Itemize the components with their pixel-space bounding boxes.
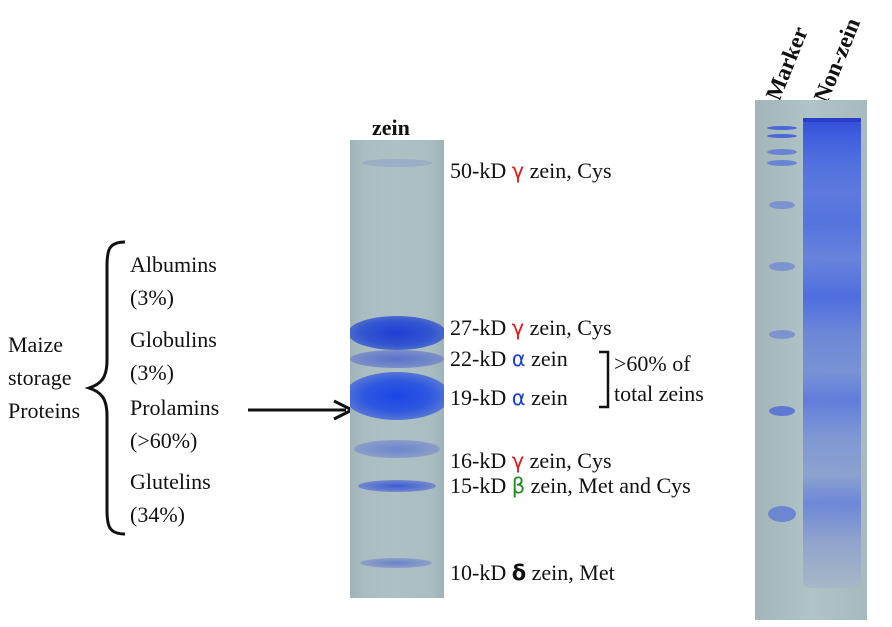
classification-title-line: Proteins — [8, 398, 81, 423]
band-label-22kd: 22-kD α zein — [450, 346, 568, 372]
band-size: 50-kD — [450, 158, 507, 183]
gamma-symbol: γ — [511, 316, 525, 340]
gel-band — [360, 558, 432, 568]
alpha-symbol: α — [511, 386, 526, 410]
band-description: zein, Met and Cys — [525, 473, 691, 498]
marker-band — [769, 201, 795, 209]
band-size: 10-kD — [450, 560, 507, 585]
arrow-icon — [248, 399, 356, 421]
alpha-symbol: α — [511, 347, 526, 371]
marker-band — [769, 406, 795, 416]
band-label-10kd: 10-kD δ zein, Met — [450, 560, 615, 586]
marker-band — [767, 134, 797, 138]
beta-symbol: β — [511, 474, 526, 498]
marker-band — [767, 160, 797, 166]
gamma-symbol: γ — [511, 159, 525, 183]
band-description: zein, Met — [526, 560, 615, 585]
gel-band — [354, 440, 440, 458]
non-zein-lane-label: Non-zein — [808, 14, 866, 106]
marker-band — [769, 262, 795, 271]
protein-group-name: Albumins — [130, 252, 217, 277]
gel-band — [358, 480, 436, 492]
classification-title-line: storage — [8, 365, 72, 390]
band-description: zein, Cys — [524, 158, 612, 183]
non-zein-top-band — [803, 118, 861, 122]
band-description: zein — [525, 346, 568, 371]
band-description: zein — [525, 385, 568, 410]
zein-lane-label: zein — [372, 115, 410, 140]
band-label-19kd: 19-kD α zein — [450, 385, 568, 411]
gel-band — [350, 372, 444, 420]
protein-group-name: Globulins — [130, 327, 217, 352]
non-zein-gel — [755, 100, 867, 620]
protein-group-percent: (3%) — [130, 285, 174, 310]
protein-group-name: Glutelins — [130, 469, 211, 494]
protein-group-name: Prolamins — [130, 395, 220, 420]
curly-brace — [85, 240, 126, 536]
marker-band — [767, 126, 797, 130]
band-size: 19-kD — [450, 385, 507, 410]
alpha-bracket-text: total zeins — [614, 381, 704, 406]
gel-band — [350, 316, 444, 350]
band-size: 27-kD — [450, 315, 507, 340]
alpha-bracket-text: >60% of — [614, 351, 691, 376]
band-label-15kd: 15-kD β zein, Met and Cys — [450, 473, 691, 499]
marker-lane-label: Marker — [760, 23, 813, 104]
band-label-27kd: 27-kD γ zein, Cys — [450, 315, 612, 341]
marker-band — [769, 330, 795, 339]
classification-title-line: Maize — [8, 332, 63, 357]
protein-group-percent: (34%) — [130, 502, 185, 527]
band-size: 15-kD — [450, 473, 507, 498]
zein-gel-lane — [350, 140, 444, 598]
protein-group-percent: (>60%) — [130, 428, 198, 453]
band-description: zein, Cys — [524, 448, 612, 473]
gel-band — [350, 350, 444, 368]
band-label-16kd: 16-kD γ zein, Cys — [450, 448, 612, 474]
band-size: 22-kD — [450, 346, 507, 371]
band-label-50kd: 50-kD γ zein, Cys — [450, 158, 612, 184]
marker-band — [767, 149, 797, 155]
alpha-zein-bracket — [599, 350, 610, 409]
marker-band — [768, 506, 796, 522]
gel-band — [362, 159, 432, 167]
non-zein-smear — [803, 118, 861, 588]
protein-group-percent: (3%) — [130, 360, 174, 385]
gamma-symbol: γ — [511, 449, 525, 473]
band-size: 16-kD — [450, 448, 507, 473]
delta-symbol: δ — [511, 561, 527, 585]
band-description: zein, Cys — [524, 315, 612, 340]
